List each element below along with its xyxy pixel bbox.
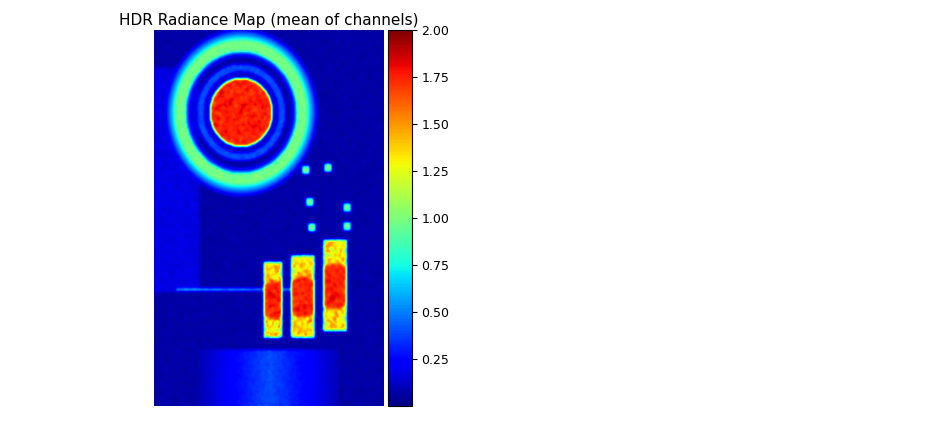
Title: HDR Radiance Map (mean of channels): HDR Radiance Map (mean of channels) [120, 13, 418, 28]
